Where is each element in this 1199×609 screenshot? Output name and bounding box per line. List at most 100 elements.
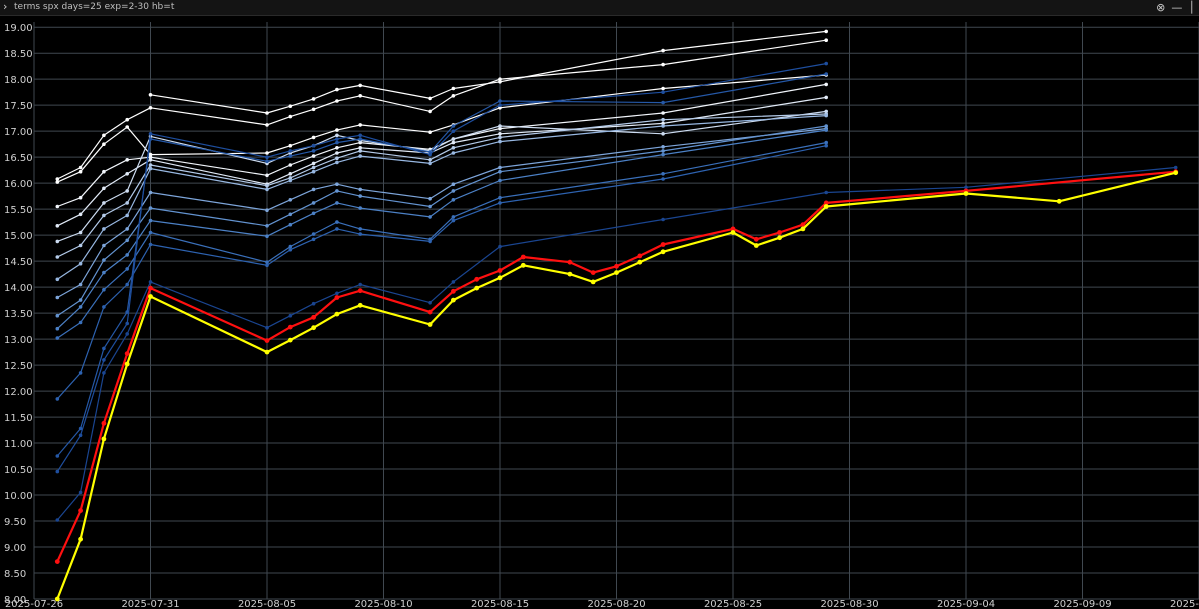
x-tick-label: 2025-08-30 [820,599,878,609]
data-point [78,433,83,438]
chevron-right-icon[interactable]: › [3,0,8,13]
data-point [428,300,432,305]
data-point [451,151,456,155]
data-point [55,336,60,340]
data-point [428,130,432,134]
data-point [661,124,665,128]
data-point [428,96,432,101]
data-point [55,397,60,401]
data-point [264,338,270,343]
data-point [451,189,456,193]
data-point [78,371,83,375]
data-point [358,154,363,158]
data-point [451,215,456,219]
data-point [661,132,665,136]
data-point [125,117,129,122]
data-point [661,86,665,91]
data-point [125,189,129,193]
data-point [498,178,502,183]
data-point [824,140,828,145]
minimize-icon[interactable]: — [1171,0,1183,14]
data-point [125,253,129,257]
data-point [661,90,665,94]
data-point [964,185,968,190]
x-tick-label: 2025-08-25 [704,599,762,609]
window-title: terms spx days=25 exp=2-30 hb=t [14,2,175,12]
data-point [451,129,456,133]
data-point [357,288,363,294]
data-point [335,227,339,231]
data-point [55,255,60,259]
close-icon[interactable]: │ [1188,0,1195,14]
data-point [335,156,339,160]
data-point [265,111,269,115]
data-point [265,155,269,159]
series-7 [55,113,828,282]
data-point [148,93,153,97]
data-point [428,109,432,114]
data-point [288,104,293,108]
data-point [661,177,665,181]
data-point [78,261,83,266]
data-point [661,48,665,53]
data-point [358,123,363,127]
data-point [287,337,293,343]
data-point [428,196,432,201]
data-point [335,128,339,132]
y-tick-label: 19.00 [4,23,33,34]
data-point [55,518,60,522]
data-point [78,195,83,200]
data-point [334,311,340,317]
data-point [660,242,666,247]
data-point [498,195,502,200]
data-point [498,139,502,144]
data-point [265,151,269,155]
data-point [148,218,153,223]
series-9 [55,124,828,318]
series-6 [55,112,828,259]
data-point [358,149,363,153]
data-point [102,258,106,262]
data-point [102,346,106,351]
data-point [55,177,60,181]
data-point [288,212,293,217]
data-point [637,259,643,265]
y-tick-label: 12.00 [4,387,33,398]
x-tick-label: 2025-08-20 [587,599,645,609]
data-point [78,169,83,174]
y-tick-label: 16.50 [4,153,33,164]
data-point [498,132,502,136]
data-point [335,99,339,103]
data-point [311,107,316,112]
data-point [335,160,339,165]
data-point [148,158,153,162]
data-point [498,77,502,81]
data-point [590,270,596,275]
data-point [265,187,269,192]
series-10 [55,128,828,331]
data-point [288,163,293,167]
data-point [78,165,83,170]
data-point [311,237,316,242]
data-point [358,94,363,98]
data-point [335,182,339,186]
y-tick-label: 9.50 [4,517,26,528]
data-point [824,190,828,195]
data-point [335,151,339,155]
data-point [55,454,60,458]
data-point [1056,198,1062,204]
data-point [358,227,363,231]
data-point [335,133,339,138]
data-point [264,349,270,355]
y-axis: 8.00 8.50 9.00 9.50 10.00 10.50 11.00 11.50 12.0… [4,23,33,606]
settings-icon[interactable]: ⊗ [1156,0,1166,14]
series-12 [55,143,828,401]
data-point [148,132,153,136]
data-point [55,224,60,228]
y-tick-label: 9.00 [4,543,26,554]
y-tick-label: 11.00 [4,439,33,450]
data-point [125,172,129,176]
data-point [498,103,502,107]
data-point [451,297,456,303]
series-14 [55,61,828,474]
